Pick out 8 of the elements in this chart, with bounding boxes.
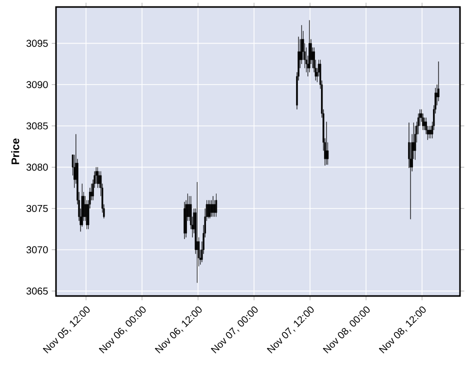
y-tick-label: 3090 xyxy=(26,81,48,88)
y-tick-label: 3065 xyxy=(26,288,48,295)
y-axis-title: Price xyxy=(11,138,20,164)
y-tick-label: 3080 xyxy=(26,164,48,171)
y-tick-label: 3070 xyxy=(26,246,48,254)
y-tick-label: 3095 xyxy=(26,40,48,47)
y-tick-label: 3085 xyxy=(26,122,48,130)
y-tick-label: 3075 xyxy=(26,204,48,212)
